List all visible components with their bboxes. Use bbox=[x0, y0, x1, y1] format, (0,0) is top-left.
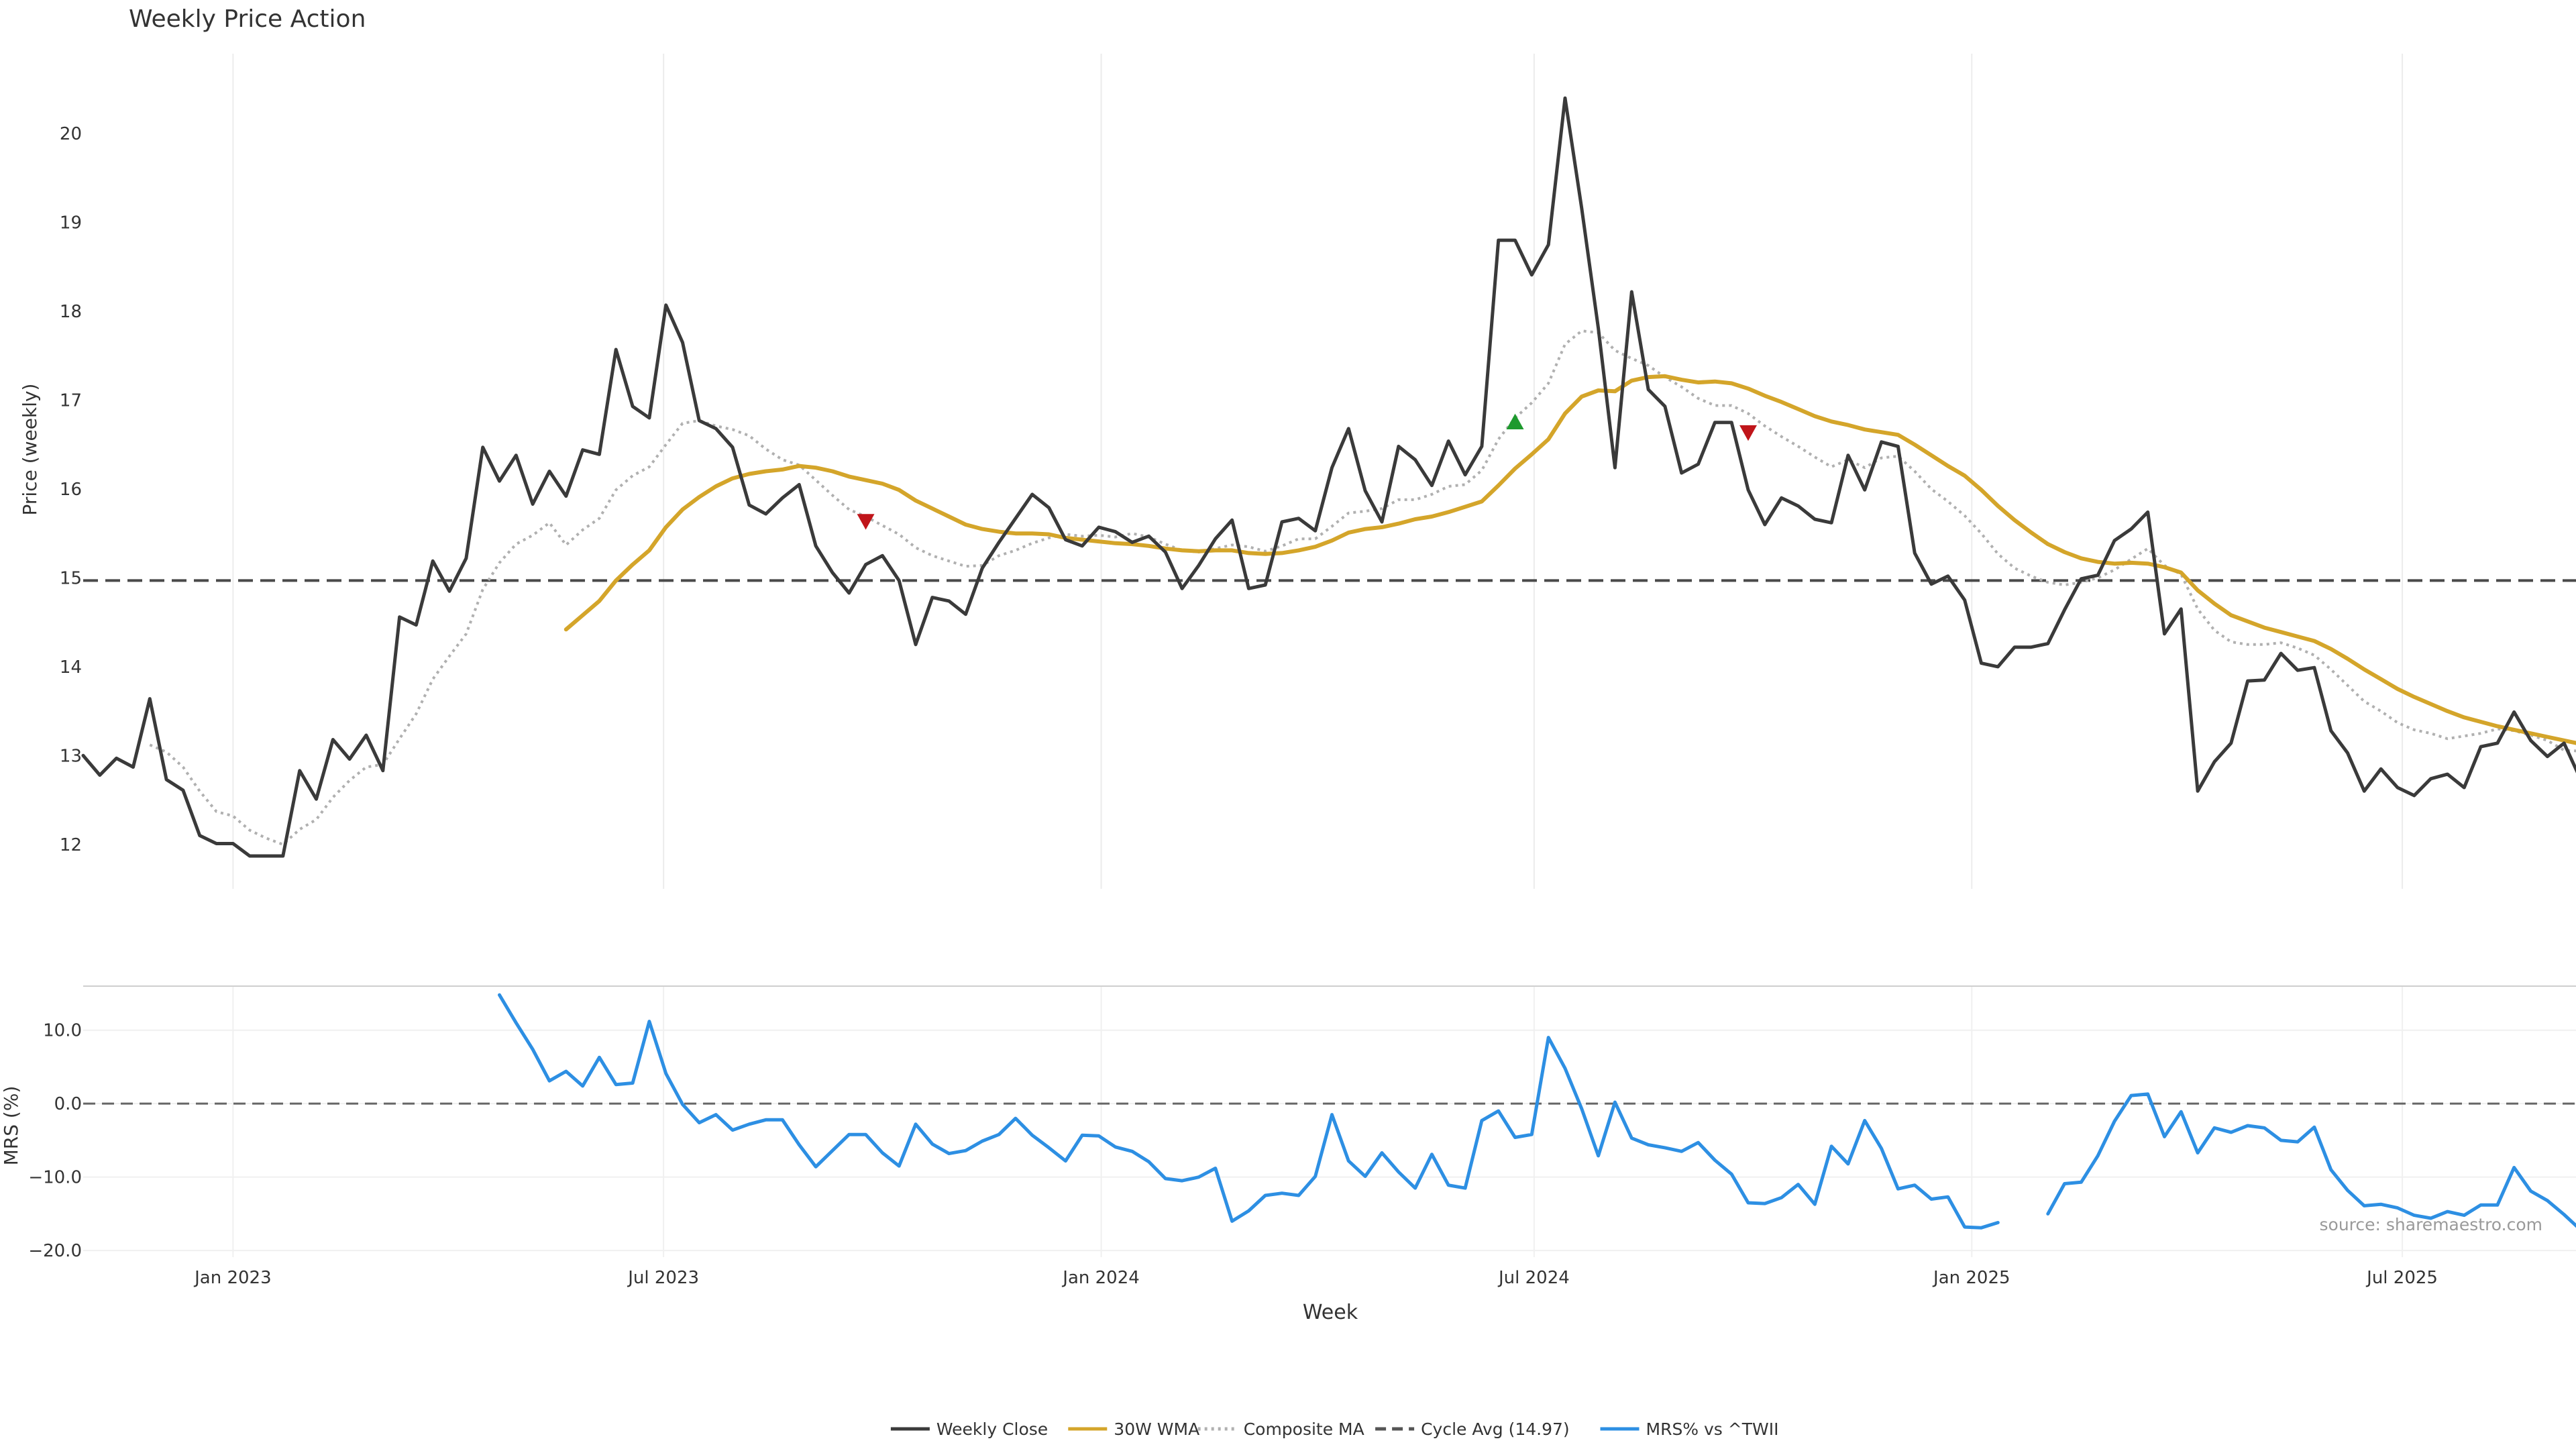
x-axis-label: Week bbox=[1303, 1301, 1358, 1324]
price-y-tick-label: 17 bbox=[60, 391, 82, 411]
mrs-y-axis: 10.0 0.0 −10.0 −20.0 bbox=[28, 1021, 82, 1261]
signal-markers bbox=[857, 413, 1757, 530]
price-y-tick-label: 19 bbox=[60, 213, 82, 233]
price-y-tick-label: 13 bbox=[60, 746, 82, 766]
composite-ma-line bbox=[149, 329, 2576, 846]
mrs-series-group bbox=[498, 993, 2576, 1230]
x-axis: Jan 2023 Jul 2023 Jan 2024 Jul 2024 Jan 2025… bbox=[193, 1268, 2438, 1288]
mrs-y-tick-label: 10.0 bbox=[43, 1021, 82, 1041]
x-tick-label: Jan 2023 bbox=[193, 1268, 272, 1288]
legend-label: Composite MA bbox=[1244, 1419, 1364, 1439]
x-tick-label: Jul 2025 bbox=[2365, 1268, 2438, 1288]
wma-30w-line bbox=[564, 374, 2576, 745]
price-y-axis-label: Price (weekly) bbox=[19, 384, 41, 516]
x-tick-label: Jul 2023 bbox=[627, 1268, 699, 1288]
legend-label: MRS% vs ^TWII bbox=[1646, 1419, 1779, 1439]
mrs-line bbox=[2046, 1092, 2576, 1228]
x-tick-label: Jan 2024 bbox=[1061, 1268, 1140, 1288]
source-note: source: sharemaestro.com bbox=[2320, 1215, 2543, 1234]
legend-label: Cycle Avg (14.97) bbox=[1421, 1419, 1570, 1439]
legend: Weekly Close 30W WMA Composite MA Cycle Avg… bbox=[890, 1419, 1779, 1439]
chart-title: Weekly Price Action bbox=[129, 5, 366, 33]
price-y-tick-label: 18 bbox=[60, 302, 82, 322]
x-tick-label: Jul 2024 bbox=[1497, 1268, 1570, 1288]
buy-signal-marker bbox=[1506, 413, 1524, 430]
sell-signal-marker bbox=[857, 514, 875, 530]
price-y-axis: 12 13 14 15 16 17 18 19 20 bbox=[60, 124, 82, 855]
price-y-tick-label: 14 bbox=[60, 657, 82, 678]
price-y-tick-label: 16 bbox=[60, 480, 82, 500]
legend-label: 30W WMA bbox=[1114, 1419, 1199, 1439]
weekly-close-line bbox=[81, 96, 2576, 858]
mrs-y-tick-label: −10.0 bbox=[28, 1168, 82, 1188]
sell-signal-marker bbox=[1739, 425, 1757, 441]
price-y-tick-label: 12 bbox=[60, 835, 82, 855]
mrs-y-tick-label: −20.0 bbox=[28, 1241, 82, 1261]
mrs-line bbox=[498, 993, 2000, 1230]
mrs-y-tick-label: 0.0 bbox=[54, 1094, 82, 1114]
price-y-tick-label: 15 bbox=[60, 568, 82, 588]
price-series-group bbox=[81, 96, 2576, 858]
legend-label: Weekly Close bbox=[936, 1419, 1048, 1439]
mrs-y-axis-label: MRS (%) bbox=[0, 1086, 22, 1166]
price-y-tick-label: 20 bbox=[60, 124, 82, 144]
x-tick-label: Jan 2025 bbox=[1932, 1268, 2010, 1288]
price-grid bbox=[232, 54, 2404, 889]
